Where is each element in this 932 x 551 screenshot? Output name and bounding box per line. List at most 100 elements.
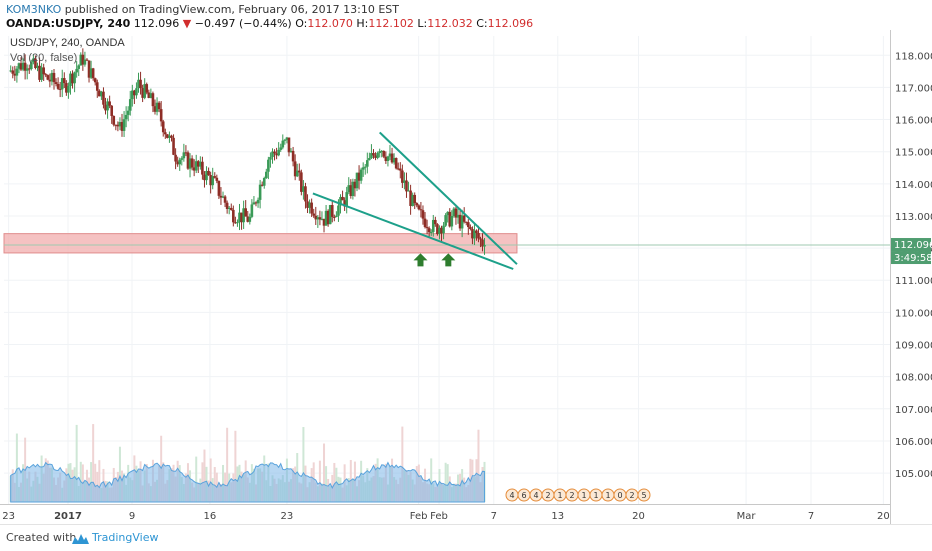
volume-bar xyxy=(226,427,229,502)
candle-body xyxy=(118,122,122,127)
event-count: 1 xyxy=(593,491,598,500)
time-tick-label: 7 xyxy=(808,511,814,522)
candle-body xyxy=(431,219,435,232)
candle-body xyxy=(81,54,85,65)
support-zone-layer xyxy=(3,233,890,254)
candle-body xyxy=(464,221,468,223)
candle-body xyxy=(30,62,33,69)
low-value: 112.032 xyxy=(427,17,473,30)
event-count: 1 xyxy=(605,491,610,500)
tradingview-cloud-icon xyxy=(72,534,89,544)
candle-body xyxy=(153,106,157,112)
chart-background xyxy=(0,30,932,524)
candle-body xyxy=(473,230,476,239)
candle-body xyxy=(75,68,78,73)
author-link[interactable]: KOM3NKO xyxy=(6,3,62,16)
candle-body xyxy=(159,109,163,122)
candle-body xyxy=(469,227,472,230)
candle-body xyxy=(374,155,377,158)
created-with-text: Created with xyxy=(6,531,77,544)
event-count: 2 xyxy=(569,491,574,500)
candle-body xyxy=(221,196,225,198)
candle-body xyxy=(438,227,441,235)
price-axis[interactable]: 118.000 117.000 116.000 115.000 114.000 113.0… xyxy=(895,51,932,480)
candle-body xyxy=(376,153,379,158)
candle-body xyxy=(267,159,270,172)
candle-body xyxy=(100,91,103,97)
candle-body xyxy=(65,83,68,93)
candle-body xyxy=(388,153,392,157)
candle-body xyxy=(244,208,247,217)
candle-body xyxy=(174,154,177,162)
volume-bar xyxy=(446,464,449,502)
high-label: H: xyxy=(356,17,369,30)
candle-body xyxy=(23,62,27,71)
candle-body xyxy=(122,119,126,131)
volume-bar xyxy=(318,460,321,502)
candle-body xyxy=(110,105,114,116)
candle-body xyxy=(312,213,316,216)
candle-body xyxy=(87,60,91,78)
candle-body xyxy=(415,203,419,206)
candle-body xyxy=(275,153,278,156)
candle-body xyxy=(102,91,105,105)
candle-body xyxy=(429,231,433,233)
price-labels: 112.096 3:49:58 xyxy=(891,238,932,265)
candle-body xyxy=(285,137,289,140)
candle-body xyxy=(180,158,184,160)
candle-body xyxy=(328,205,332,225)
volume-bar xyxy=(213,467,216,502)
candle-body xyxy=(396,168,400,170)
open-value: 112.070 xyxy=(307,17,353,30)
candle-body xyxy=(333,216,336,218)
candle-body xyxy=(240,212,243,223)
candle-body xyxy=(211,176,215,186)
candle-body xyxy=(190,158,194,168)
candle-body xyxy=(450,216,454,227)
candle-body xyxy=(192,167,196,171)
candle-body xyxy=(260,184,264,186)
candle-body xyxy=(182,152,186,159)
candle-body xyxy=(339,196,342,206)
candle-body xyxy=(320,218,324,220)
candle-body xyxy=(79,54,83,66)
candle-body xyxy=(17,63,21,69)
candle-body xyxy=(421,210,425,219)
candle-body xyxy=(112,115,116,125)
event-count: 2 xyxy=(629,491,634,500)
candle-body xyxy=(248,216,252,222)
price-tick-label: 108.000 xyxy=(895,373,932,384)
candle-body xyxy=(77,65,81,69)
candle-body xyxy=(448,211,452,227)
candle-body xyxy=(246,216,250,222)
time-axis[interactable]: 23 2017 9 16 23 Feb Feb 7 13 20 Mar 7 20 xyxy=(2,511,889,522)
candle-body xyxy=(394,158,398,169)
event-count: 2 xyxy=(545,491,550,500)
candle-body xyxy=(289,150,293,153)
candle-body xyxy=(104,104,107,111)
candle-body xyxy=(215,177,219,181)
candle-body xyxy=(54,82,58,85)
candle-body xyxy=(149,93,153,99)
candle-body xyxy=(139,79,142,89)
candle-body xyxy=(330,205,334,217)
candle-body xyxy=(108,101,111,106)
candle-body xyxy=(436,224,439,235)
footer: Created with TradingView xyxy=(0,524,932,551)
volume-layer xyxy=(9,424,486,503)
volume-bar xyxy=(234,430,237,502)
candle-body xyxy=(207,170,210,176)
candle-body xyxy=(186,152,190,169)
candle-body xyxy=(405,180,408,192)
time-tick-label: 2017 xyxy=(54,511,82,522)
candle-body xyxy=(347,185,351,193)
volume-bar xyxy=(302,427,305,502)
volume-bar xyxy=(209,458,212,502)
tradingview-link[interactable]: TradingView xyxy=(92,531,159,544)
candle-body xyxy=(370,153,373,159)
price-tick-label: 109.000 xyxy=(895,341,932,352)
candle-body xyxy=(392,158,396,163)
price-tick-label: 111.000 xyxy=(895,276,932,287)
